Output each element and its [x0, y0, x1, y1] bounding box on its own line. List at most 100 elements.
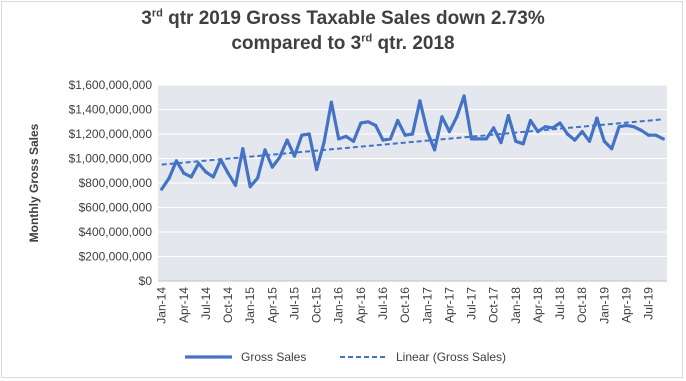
data-point — [248, 185, 252, 189]
data-point — [565, 132, 570, 136]
x-tick-label: Apr-15 — [265, 287, 279, 323]
data-point — [610, 147, 614, 151]
y-axis-label: Monthly Gross Sales — [27, 123, 41, 242]
data-point — [477, 137, 481, 141]
data-point — [617, 125, 621, 129]
data-point — [167, 176, 171, 180]
x-tick-label: Oct-18 — [575, 287, 589, 323]
x-tick-label: Apr-19 — [619, 287, 633, 323]
data-point — [587, 139, 592, 143]
data-point — [654, 133, 658, 137]
data-point — [396, 118, 400, 123]
x-tick-label: Jan-14 — [155, 287, 169, 324]
data-point — [632, 125, 636, 129]
data-point — [233, 183, 238, 187]
x-tick-label: Apr-17 — [442, 287, 456, 323]
data-point — [351, 139, 356, 143]
chart-title-line-1: 3rd qtr 2019 Gross Taxable Sales down 2.… — [141, 7, 545, 29]
data-point — [211, 175, 215, 179]
x-tick-label: Jan-15 — [243, 287, 257, 324]
data-point — [661, 137, 665, 141]
y-tick-label: $1,200,000,000 — [69, 127, 153, 141]
x-tick-label: Apr-16 — [354, 287, 368, 323]
x-tick-label: Oct-16 — [398, 287, 412, 323]
data-point — [344, 134, 348, 138]
x-tick-label: Jan-18 — [509, 287, 523, 324]
chart-title: 3rd qtr 2019 Gross Taxable Sales down 2.… — [0, 6, 686, 56]
data-point — [337, 137, 341, 141]
data-point — [543, 125, 547, 129]
data-point — [580, 130, 584, 134]
data-point — [624, 123, 629, 127]
y-tick-label: $1,000,000,000 — [69, 152, 153, 166]
data-point — [219, 158, 223, 162]
data-points — [160, 94, 665, 191]
data-point — [647, 133, 651, 137]
data-point — [300, 133, 304, 137]
y-tick-label: $400,000,000 — [79, 225, 153, 239]
data-point — [514, 139, 518, 143]
data-point — [322, 141, 326, 145]
data-point — [182, 171, 186, 175]
y-tick-label: $200,000,000 — [79, 250, 153, 264]
data-point — [418, 99, 422, 103]
data-point — [484, 137, 488, 141]
data-point — [366, 120, 370, 124]
x-tick-label: Jul-16 — [376, 287, 390, 320]
data-point — [425, 130, 429, 134]
data-point — [174, 159, 178, 163]
x-tick-label: Jan-17 — [420, 287, 434, 324]
legend-label-gross-sales: Gross Sales — [241, 350, 306, 364]
y-tick-label: $800,000,000 — [79, 176, 153, 190]
data-point — [492, 126, 496, 130]
data-point — [307, 132, 311, 136]
data-point — [558, 121, 562, 125]
data-point — [639, 128, 643, 132]
data-point — [160, 187, 164, 191]
data-point — [388, 137, 392, 141]
data-point — [403, 133, 407, 137]
x-tick-label: Jan-19 — [597, 287, 611, 324]
data-point — [595, 116, 599, 120]
y-tick-label: $1,400,000,000 — [69, 103, 153, 117]
data-point — [189, 175, 193, 179]
legend-label-linear: Linear (Gross Sales) — [396, 350, 506, 364]
x-axis-tick-labels: Jan-14 Apr-14 Jul-14 Oct-14 Jan-15 Apr-15 Jul-… — [155, 287, 656, 324]
data-point — [270, 165, 274, 169]
data-point — [241, 147, 245, 151]
x-tick-label: Oct-17 — [487, 287, 501, 323]
data-point — [292, 154, 297, 158]
y-axis-tick-labels: $0 $200,000,000 $400,000,000 $600,000,000 $8… — [69, 78, 153, 288]
data-point — [410, 132, 415, 136]
x-tick-label: Jan-16 — [332, 287, 346, 324]
x-tick-label: Jul-17 — [465, 287, 479, 320]
y-tick-label: $0 — [139, 274, 153, 288]
x-tick-label: Jul-18 — [553, 287, 567, 320]
data-point — [381, 138, 385, 142]
data-point — [602, 139, 606, 143]
data-point — [455, 115, 459, 119]
data-point — [536, 130, 540, 134]
chart-title-line-2: compared to 3rd qtr. 2018 — [231, 32, 455, 54]
data-point — [285, 138, 289, 142]
data-point — [278, 155, 282, 159]
data-point — [506, 114, 510, 118]
data-point — [329, 100, 333, 104]
data-point — [447, 130, 451, 134]
x-tick-label: Apr-14 — [177, 287, 191, 323]
x-tick-label: Oct-15 — [310, 287, 324, 323]
x-tick-label: Jul-19 — [642, 287, 656, 320]
data-point — [197, 161, 201, 165]
data-point — [263, 148, 267, 152]
data-point — [469, 137, 474, 141]
y-tick-label: $600,000,000 — [79, 201, 153, 215]
data-point — [551, 126, 555, 130]
data-point — [256, 176, 260, 180]
x-tick-label: Jul-14 — [199, 287, 213, 320]
data-point — [359, 121, 363, 125]
data-point — [573, 138, 577, 142]
x-tick-label: Oct-14 — [221, 287, 235, 323]
data-point — [204, 170, 208, 174]
data-point — [528, 118, 533, 123]
